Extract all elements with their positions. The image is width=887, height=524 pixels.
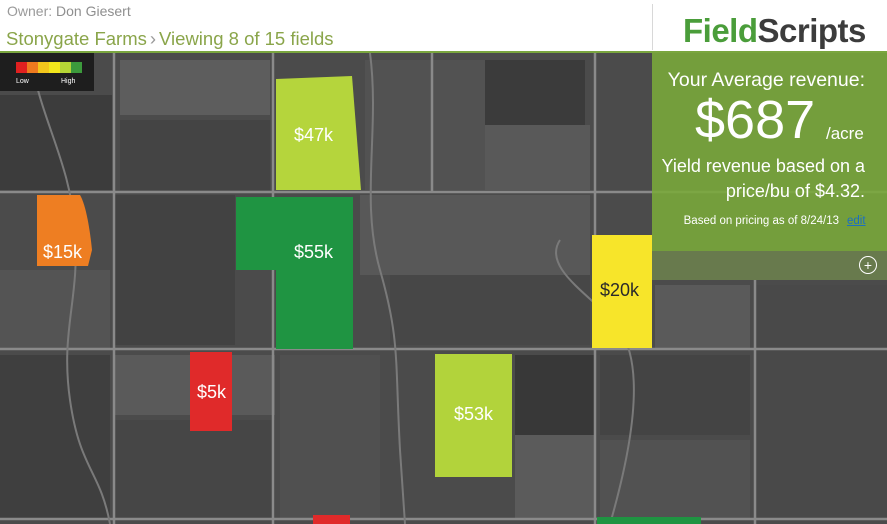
legend-swatch-4 [49,62,60,73]
legend-low-label: Low [16,78,29,85]
revenue-panel: Your Average revenue: $687 /acre Yield r… [652,53,887,251]
legend-swatch-1 [16,62,27,73]
panel-description-line1: Yield revenue based on a [661,156,865,176]
revenue-legend: Low High [0,53,94,91]
panel-description-line2: price/bu of $4.32. [725,181,865,201]
breadcrumb-viewing: Viewing 8 of 15 fields [159,28,334,49]
owner-name: Don Giesert [56,3,131,19]
legend-high-label: High [61,78,76,85]
field-label-47k: $47k [294,125,334,145]
legend-swatch-6 [71,62,82,73]
header-divider [652,4,653,50]
field-label-20k: $20k [600,280,640,300]
breadcrumb: Stonygate Farms › Viewing 8 of 15 fields [6,28,334,50]
field-5k[interactable] [190,352,232,431]
logo-scripts: Scripts [757,12,867,49]
header-bar: Owner: Don Giesert Stonygate Farms › Viewi… [0,0,887,53]
legend-swatch-3 [38,62,49,73]
field-20k[interactable] [592,235,652,348]
field-53k[interactable] [435,354,512,477]
average-revenue-unit: /acre [826,124,864,143]
legend-swatch-2 [27,62,38,73]
plus-circle-icon[interactable]: + [859,256,877,274]
header-underline [0,51,887,53]
average-revenue-amount: $687 [695,90,816,150]
field-55k[interactable] [236,197,353,349]
breadcrumb-separator: › [149,28,157,49]
legend-swatch-5 [60,62,71,73]
owner-line: Owner: Don Giesert [7,3,131,19]
owner-label: Owner: [7,3,53,19]
panel-expand-bar[interactable] [652,251,887,280]
panel-description: Yield revenue based on a price/bu of $4.… [662,154,865,204]
field-15k[interactable] [37,195,92,266]
edit-pricing-link[interactable]: edit [847,215,866,227]
pricing-date-note: Based on pricing as of 8/24/13 [683,215,839,227]
logo-field: Field [683,12,758,49]
field-label-5k: $5k [197,382,227,402]
field-label-15k: $15k [43,242,83,262]
field-label-53k: $53k [454,404,494,424]
field-47k[interactable] [276,76,361,190]
field-bottom-red[interactable] [313,515,350,524]
fieldscripts-logo: FieldScripts [683,12,866,50]
panel-heading: Your Average revenue: [667,69,865,91]
breadcrumb-farm[interactable]: Stonygate Farms [6,28,147,49]
field-bottom-green[interactable] [597,517,701,524]
field-overlays[interactable] [37,76,701,524]
field-label-55k: $55k [294,242,334,262]
